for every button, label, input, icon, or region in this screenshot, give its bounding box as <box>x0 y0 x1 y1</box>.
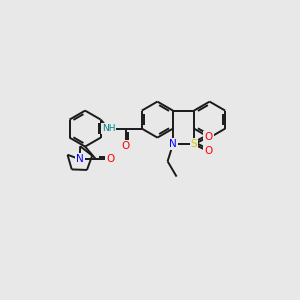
Text: O: O <box>204 146 212 156</box>
Text: NH: NH <box>102 124 115 133</box>
Text: N: N <box>76 154 84 164</box>
Text: S: S <box>191 139 197 149</box>
Text: O: O <box>106 154 114 164</box>
Text: N: N <box>169 139 177 149</box>
Text: O: O <box>122 141 130 151</box>
Text: O: O <box>204 132 212 142</box>
